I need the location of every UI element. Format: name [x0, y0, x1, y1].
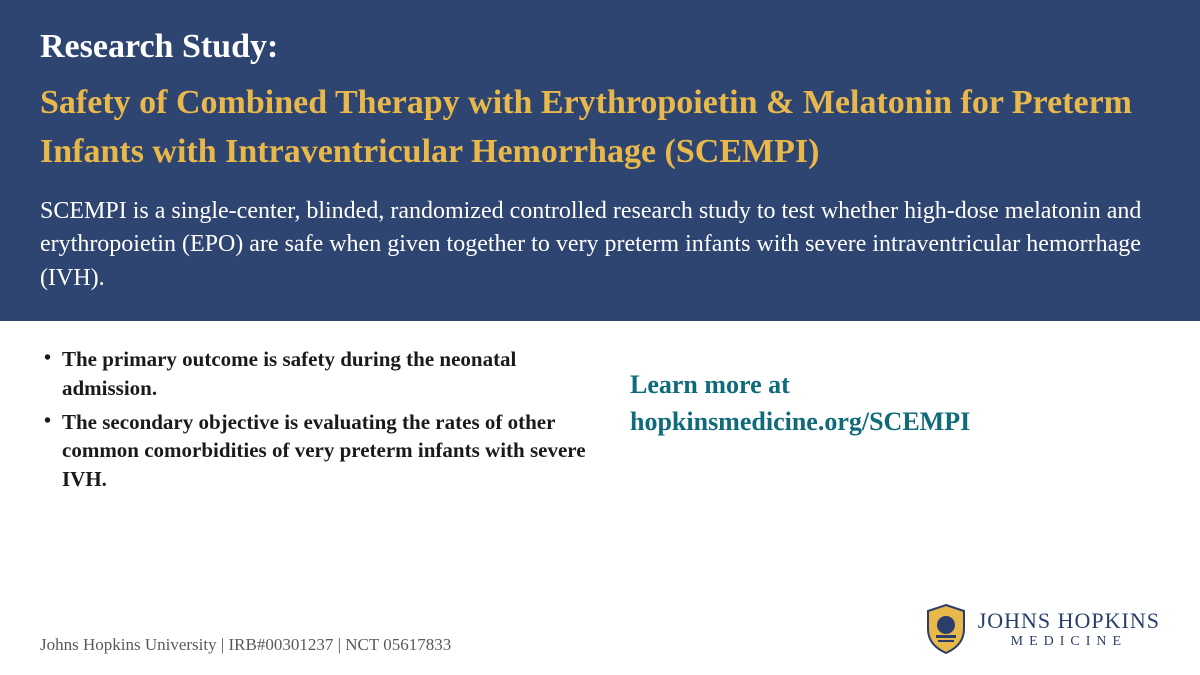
footer-info: Johns Hopkins University | IRB#00301237 …	[40, 635, 451, 655]
institution-logo: JOHNS HOPKINS MEDICINE	[924, 603, 1160, 655]
logo-text: JOHNS HOPKINS MEDICINE	[978, 608, 1160, 650]
bullet-item: The primary outcome is safety during the…	[40, 345, 600, 402]
learn-more-url: hopkinsmedicine.org/SCEMPI	[630, 404, 970, 440]
logo-main-text: JOHNS HOPKINS	[978, 608, 1160, 634]
bullets-container: The primary outcome is safety during the…	[40, 345, 600, 499]
bullet-item: The secondary objective is evaluating th…	[40, 408, 600, 493]
study-description: SCEMPI is a single-center, blinded, rand…	[40, 195, 1160, 296]
footer: Johns Hopkins University | IRB#00301237 …	[40, 603, 1160, 655]
bottom-section: The primary outcome is safety during the…	[0, 321, 1200, 499]
header-section: Research Study: Safety of Combined Thera…	[0, 0, 1200, 321]
shield-icon	[924, 603, 968, 655]
header-label: Research Study:	[40, 28, 1160, 66]
learn-more-label: Learn more at	[630, 367, 970, 403]
logo-sub-text: MEDICINE	[978, 634, 1160, 650]
study-title: Safety of Combined Therapy with Erythrop…	[40, 78, 1160, 177]
learn-more-container: Learn more at hopkinsmedicine.org/SCEMPI	[630, 345, 970, 499]
